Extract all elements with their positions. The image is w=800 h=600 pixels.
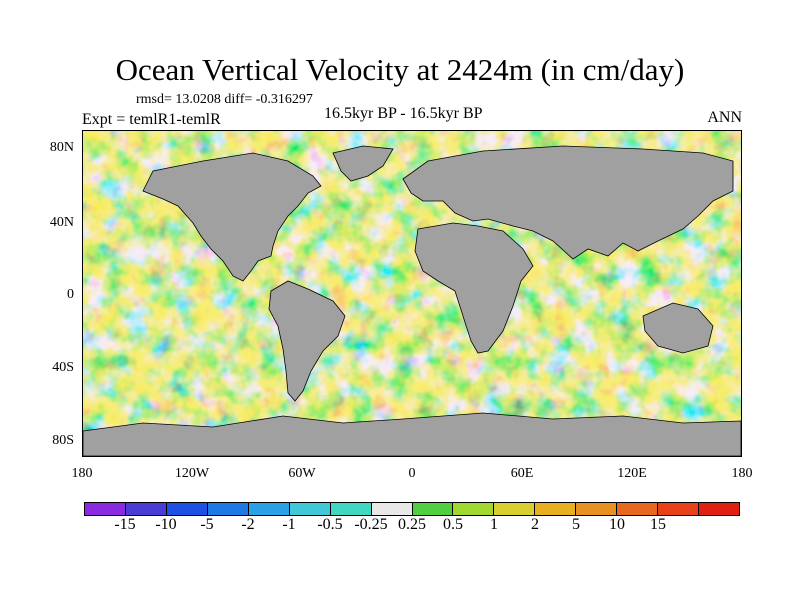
colorbar-label: -0.25: [354, 516, 388, 533]
colorbar-label: -15: [114, 516, 136, 533]
eurasia: [402, 145, 734, 260]
australia: [642, 302, 714, 354]
colorbar-label: 0.25: [398, 516, 426, 533]
lon-tick-label: 180: [731, 466, 753, 481]
colorbar-label: 15: [650, 516, 666, 533]
lon-tick-label: 120E: [617, 466, 647, 481]
colorbar-label: 2: [531, 516, 539, 533]
colorbar-swatch: [617, 503, 659, 515]
colorbar-label: -10: [155, 516, 177, 533]
colorbar-swatch: [289, 503, 331, 515]
experiment-label: Expt = temlR1-temlR: [82, 111, 221, 128]
colorbar-swatch: [85, 503, 126, 515]
africa: [414, 222, 534, 354]
colorbar-swatch: [371, 503, 413, 515]
colorbar-swatch: [330, 503, 372, 515]
lon-tick-label: 60W: [288, 466, 316, 481]
colorbar-label: -1: [282, 516, 296, 533]
colorbar-swatch: [658, 503, 700, 515]
land-masses: [83, 145, 741, 456]
colorbar-swatch: [535, 503, 577, 515]
colorbar-swatch: [699, 503, 739, 515]
lon-tick-label: 0: [408, 466, 416, 481]
greenland: [332, 145, 394, 182]
lon-tick-label: 180: [71, 466, 93, 481]
south-america: [268, 280, 346, 402]
lat-tick-label: 80S: [52, 433, 74, 448]
map-panel: [82, 130, 742, 457]
stats-text: rmsd= 13.0208 diff= -0.316297: [136, 92, 313, 107]
colorbar-swatch: [453, 503, 495, 515]
lat-tick-label: 0: [67, 287, 74, 302]
colorbar-swatch: [494, 503, 536, 515]
colorbar-label: -0.5: [317, 516, 343, 533]
colorbar-swatch: [576, 503, 618, 515]
colorbar-label: -2: [241, 516, 255, 533]
colorbar-swatch: [166, 503, 208, 515]
colorbar-label: 5: [572, 516, 580, 533]
colorbar-swatch: [207, 503, 249, 515]
antarctica: [83, 412, 741, 456]
colorbar-label: 0.5: [443, 516, 463, 533]
lon-tick-label: 120W: [174, 466, 210, 481]
colorbar-label: -5: [200, 516, 214, 533]
colorbar: [84, 502, 740, 516]
lat-tick-label: 40S: [52, 360, 74, 375]
season-label: ANN: [707, 109, 742, 126]
north-america: [142, 152, 322, 282]
colorbar-swatch: [412, 503, 454, 515]
lat-tick-label: 40N: [49, 215, 74, 230]
lon-tick-label: 60E: [510, 466, 534, 481]
colorbar-swatch: [248, 503, 290, 515]
lat-tick-label: 80N: [49, 140, 74, 155]
colorbar-swatch: [125, 503, 167, 515]
colorbar-label: 10: [609, 516, 625, 533]
period-label: 16.5kyr BP - 16.5kyr BP: [324, 105, 483, 122]
map-svg: [83, 131, 741, 456]
colorbar-label: 1: [490, 516, 498, 533]
plot-title: Ocean Vertical Velocity at 2424m (in cm/…: [115, 52, 685, 87]
